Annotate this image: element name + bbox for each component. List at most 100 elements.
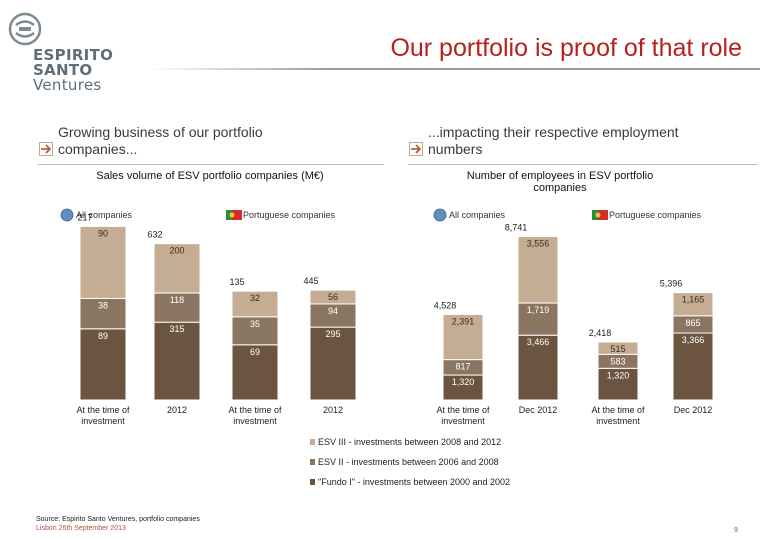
employees-category-label: Dec 2012 (519, 405, 558, 415)
employees-chart-title: Number of employees in ESV portfolio com… (466, 170, 654, 194)
sales-total-label: 217 (77, 212, 92, 222)
right-section-heading: ...impacting their respective employment… (428, 124, 758, 158)
employees-bar-fundo-1 (672, 332, 714, 401)
globe-icon (433, 208, 447, 222)
sales-bar-esv-2 (231, 316, 279, 346)
employees-group-label: All companies (449, 210, 506, 220)
legend-swatch (310, 479, 315, 485)
sales-bar-esv-2 (153, 292, 201, 323)
employees-value-label: 2,391 (452, 316, 475, 326)
portugal-flag-icon (229, 212, 235, 218)
portugal-flag-icon (226, 210, 232, 220)
employees-total-label: 4,528 (434, 300, 457, 310)
sales-bar-fundo-1 (231, 344, 279, 401)
sales-category-label: 2012 (323, 405, 343, 415)
footer-source: Source: Espirito Santo Ventures, portfol… (36, 516, 200, 523)
employees-value-label: 583 (610, 356, 625, 366)
legend-swatch (310, 439, 315, 445)
sales-value-label: 89 (98, 331, 108, 341)
sales-value-label: 200 (169, 246, 184, 256)
employees-category-label: investment (441, 416, 485, 426)
employees-value-label: 1,719 (527, 305, 550, 315)
espirito-santo-logo-icon (8, 12, 42, 46)
employees-category-label: investment (596, 416, 640, 426)
portugal-flag-icon (595, 212, 601, 218)
employees-bar-fundo-1 (517, 334, 559, 401)
sales-total-label: 135 (229, 277, 244, 287)
brand-line-2: SANTO (33, 61, 93, 79)
employees-total-label: 2,418 (589, 328, 612, 338)
sales-total-label: 632 (147, 230, 162, 240)
sales-value-label: 118 (170, 295, 184, 305)
sales-bar-fundo-1 (79, 328, 127, 401)
sales-bar-esv-3 (309, 289, 357, 305)
sales-group-label: All companies (76, 210, 133, 220)
right-section-divider (408, 164, 758, 165)
portugal-flag-icon (232, 210, 242, 220)
sales-category-label: investment (81, 416, 125, 426)
left-section-heading: Growing business of our portfolio compan… (58, 124, 378, 158)
employees-bar-fundo-1 (442, 374, 484, 401)
employees-bar-esv-2 (517, 302, 559, 336)
employees-value-label: 3,366 (682, 335, 705, 345)
portugal-flag-icon (592, 210, 598, 220)
employees-value-label: 1,320 (452, 377, 475, 387)
employees-value-label: 817 (455, 362, 470, 372)
sales-value-label: 94 (328, 306, 338, 316)
employees-value-label: 865 (685, 318, 700, 328)
employees-bar-fundo-1 (597, 367, 639, 401)
left-section-divider (38, 164, 384, 165)
brand-line-3: Ventures (33, 76, 102, 94)
employees-category-label: At the time of (436, 405, 490, 415)
employees-category-label: Dec 2012 (674, 405, 713, 415)
sales-value-label: 35 (250, 319, 260, 329)
legend-swatch (310, 459, 315, 465)
sales-bar-esv-2 (79, 297, 127, 330)
employees-value-label: 1,165 (682, 295, 705, 305)
employees-value-label: 1,320 (607, 370, 630, 380)
sales-chart-title: Sales volume of ESV portfolio companies … (96, 170, 324, 182)
sales-bar-esv-3 (231, 290, 279, 318)
brand-logo: ESPIRITO SANTO Ventures (33, 48, 113, 93)
employees-bar-esv-3 (672, 292, 714, 317)
employees-total-label: 5,396 (660, 279, 683, 289)
left-heading-line-2: companies... (58, 141, 138, 157)
legend-label: ESV II - investments between 2006 and 20… (318, 457, 499, 467)
sales-category-label: 2012 (167, 405, 187, 415)
sales-value-label: 38 (98, 300, 108, 310)
globe-icon (60, 208, 74, 222)
right-heading-line-1: ...impacting their respective employment (428, 124, 679, 140)
legend-label: "Fundo I" - investments between 2000 and… (318, 477, 510, 487)
employees-bar-esv-3 (597, 341, 639, 355)
page-number: 9 (734, 527, 738, 534)
legend-label: ESV III - investments between 2008 and 2… (318, 437, 501, 447)
sales-value-label: 90 (98, 228, 108, 238)
sales-category-label: At the time of (76, 405, 130, 415)
arrow-right-icon (409, 142, 423, 156)
employees-value-label: 3,556 (527, 239, 550, 249)
sales-category-label: At the time of (228, 405, 282, 415)
employees-bar-esv-3 (517, 236, 559, 304)
brand-line-1: ESPIRITO (33, 46, 114, 64)
sales-category-label: investment (233, 416, 277, 426)
portugal-flag-icon (598, 210, 608, 220)
sales-bar-esv-3 (79, 225, 127, 299)
sales-value-label: 295 (325, 329, 340, 339)
sales-value-label: 56 (328, 292, 338, 302)
sales-total-label: 445 (303, 276, 318, 286)
sales-bar-fundo-1 (309, 326, 357, 401)
employees-category-label: At the time of (591, 405, 645, 415)
employees-value-label: 3,466 (527, 337, 550, 347)
page-title: Our portfolio is proof of that role (390, 34, 742, 62)
employees-total-label: 8,741 (505, 223, 528, 233)
employees-value-label: 515 (610, 344, 625, 354)
sales-value-label: 69 (250, 347, 260, 357)
left-heading-line-1: Growing business of our portfolio (58, 124, 263, 140)
right-heading-line-2: numbers (428, 141, 483, 157)
sales-value-label: 315 (169, 324, 184, 334)
sales-value-label: 32 (250, 293, 260, 303)
employees-bar-esv-3 (442, 313, 484, 361)
sales-bar-esv-3 (153, 243, 201, 294)
employees-group-label: Portuguese companies (609, 210, 702, 220)
